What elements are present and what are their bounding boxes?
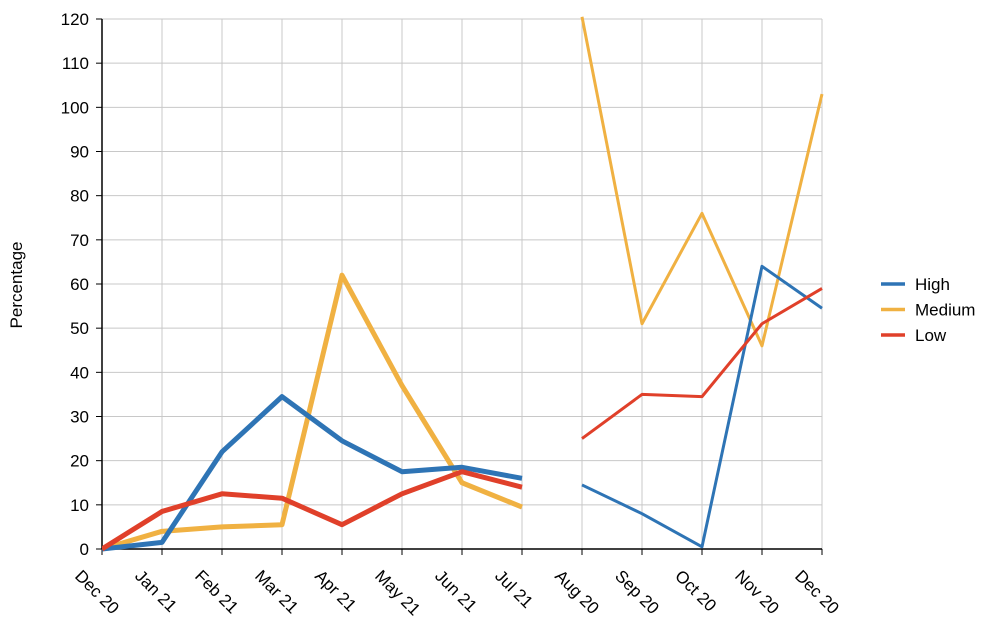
series-line-medium (102, 272, 523, 552)
series-line-low (102, 469, 523, 552)
legend-label-low: Low (915, 326, 947, 345)
y-tick-label: 0 (80, 540, 89, 559)
x-tick-label: Dec 20 (791, 566, 843, 618)
y-tick-label: 60 (70, 275, 89, 294)
y-tick-labels: 0 10 20 30 40 50 60 70 80 90 100 110 120 (61, 10, 89, 559)
x-tick-label: Jan 21 (131, 566, 181, 616)
y-tick-label: 100 (61, 98, 89, 117)
y-tick-label: 20 (70, 452, 89, 471)
series-line-medium (580, 16, 824, 348)
series-line-low (581, 287, 823, 440)
x-tick-label: Nov 20 (731, 566, 783, 618)
x-tick-label: Jun 21 (431, 566, 481, 616)
y-tick-label: 70 (70, 231, 89, 250)
x-tick-label: Aug 20 (551, 566, 603, 618)
x-tick-label: Oct 20 (671, 566, 720, 615)
x-tick-label: Apr 21 (311, 566, 360, 615)
y-axis-label: Percentage (7, 242, 26, 329)
y-tick-label: 30 (70, 408, 89, 427)
legend: High Medium Low (881, 275, 975, 345)
series-line-high (102, 394, 523, 552)
x-tick-label: Dec 20 (71, 566, 123, 618)
y-tick-label: 50 (70, 319, 89, 338)
x-tick-labels: Dec 20 Jan 21 Feb 21 Mar 21 Apr 21 May 21 Jun … (71, 566, 843, 619)
y-tick-label: 120 (61, 10, 89, 29)
legend-label-medium: Medium (915, 301, 975, 320)
x-tick-label: May 21 (371, 566, 424, 619)
y-tick-label: 80 (70, 187, 89, 206)
y-tick-label: 10 (70, 496, 89, 515)
y-tick-label: 40 (70, 363, 89, 382)
y-tick-label: 90 (70, 143, 89, 162)
x-tick-label: Sep 20 (611, 566, 663, 618)
series-line-high (581, 264, 823, 549)
x-tick-label: Mar 21 (251, 566, 302, 617)
series-layer (102, 16, 824, 552)
axes (96, 18, 823, 555)
y-tick-label: 110 (62, 54, 89, 73)
x-tick-label: Jul 21 (491, 566, 537, 612)
legend-label-high: High (915, 275, 950, 294)
x-tick-label: Feb 21 (191, 566, 242, 617)
